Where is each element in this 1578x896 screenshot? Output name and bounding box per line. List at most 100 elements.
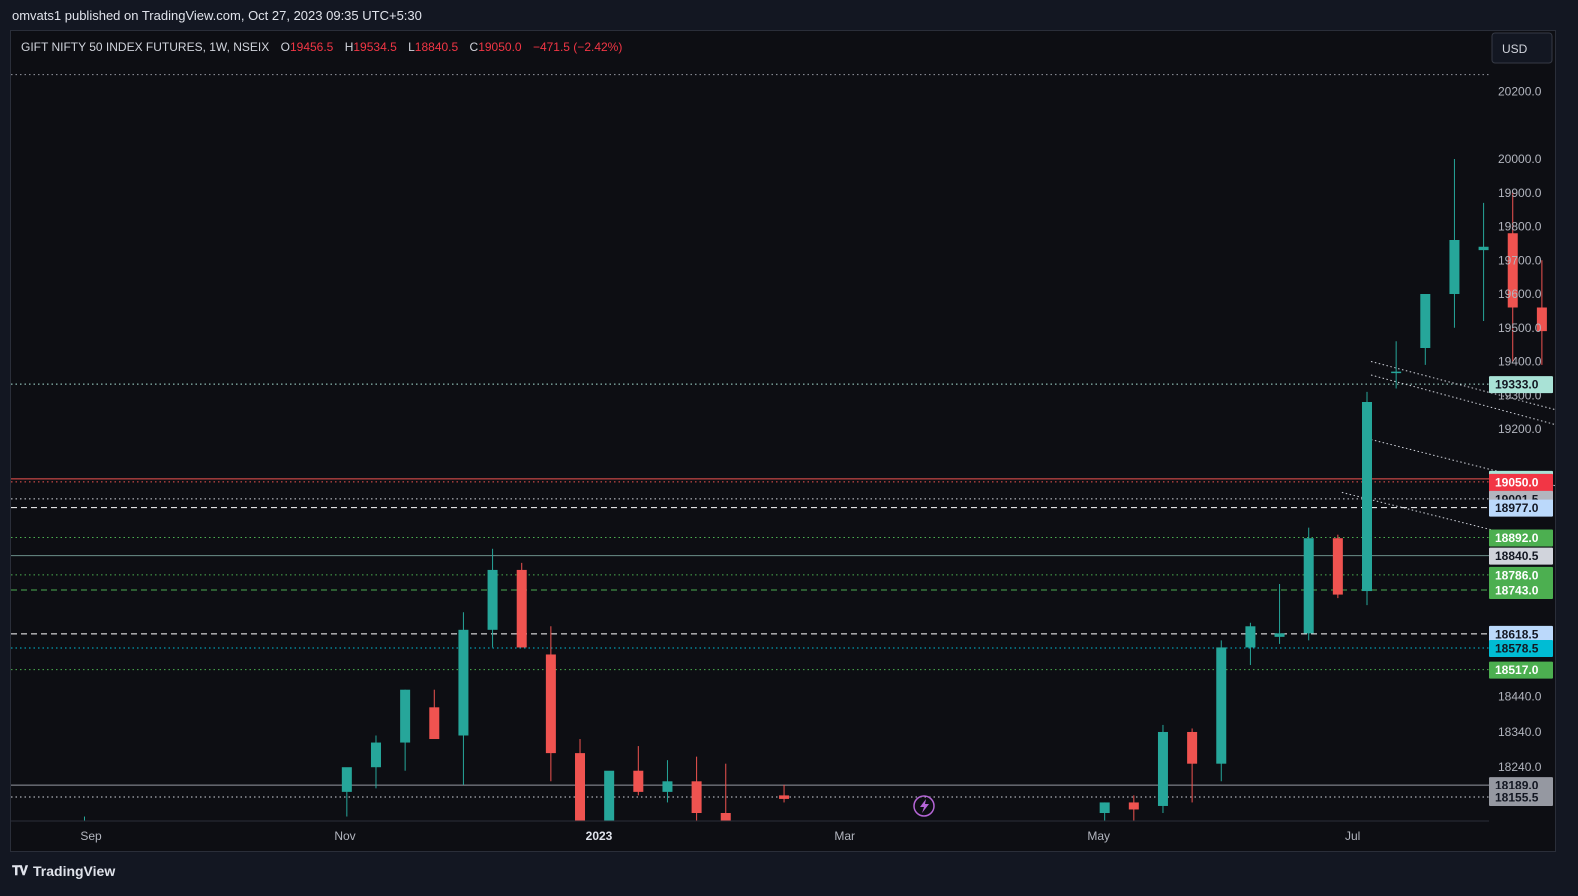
- candle[interactable]: [1478, 202, 1489, 321]
- price-label-text: 18155.5: [1495, 790, 1539, 804]
- price-label: 18892.0: [1489, 529, 1553, 547]
- candle[interactable]: [1420, 294, 1431, 365]
- chart-legend: GIFT NIFTY 50 INDEX FUTURES, 1W, NSEIX O…: [21, 40, 622, 54]
- candle[interactable]: [662, 760, 673, 803]
- price-label-box: [1489, 788, 1553, 806]
- candle[interactable]: [633, 746, 644, 796]
- candle-body: [691, 781, 702, 814]
- candle[interactable]: [1157, 724, 1168, 814]
- trend-lines-layer: [1341, 361, 1578, 552]
- candle-body: [1536, 307, 1547, 332]
- candle[interactable]: [1507, 192, 1518, 362]
- legend-close-label: C: [470, 40, 479, 54]
- candle[interactable]: [1536, 260, 1547, 365]
- y-tick-label: 19900.0: [1498, 186, 1542, 200]
- legend-low-label: L: [408, 40, 415, 54]
- price-label: 18977.0: [1489, 499, 1553, 517]
- candle[interactable]: [720, 763, 731, 821]
- candle-body: [1099, 802, 1110, 814]
- candle[interactable]: [1274, 584, 1285, 644]
- legend-change: −471.5 (−2.42%): [533, 40, 622, 54]
- candle-body: [458, 629, 469, 736]
- candle[interactable]: [1187, 728, 1198, 803]
- candle-body: [720, 813, 731, 821]
- candle[interactable]: [516, 562, 527, 648]
- y-tick-label: 18440.0: [1498, 690, 1542, 704]
- candle-body: [779, 795, 790, 799]
- chart-panel[interactable]: SepNov2023MarMayJulSepNov2024MarMayJul20…: [10, 30, 1578, 852]
- price-label: 18155.5: [1489, 788, 1553, 806]
- price-label-box: [1489, 547, 1553, 565]
- price-label-box: [1489, 639, 1553, 657]
- candle[interactable]: [1216, 640, 1227, 782]
- candle-body: [516, 569, 527, 648]
- candle[interactable]: [545, 626, 556, 782]
- svg-text:GIFT NIFTY 50 INDEX FUTURES, 1: GIFT NIFTY 50 INDEX FUTURES, 1W, NSEIX O…: [21, 40, 622, 54]
- candle[interactable]: [1449, 159, 1460, 328]
- candle[interactable]: [1128, 795, 1139, 821]
- candle[interactable]: [779, 784, 790, 803]
- lightning-glyph: [920, 799, 929, 813]
- tradingview-logo-icon: 𝐓𝐕: [12, 863, 28, 878]
- x-tick-label: Sep: [80, 829, 102, 843]
- candle[interactable]: [487, 548, 498, 648]
- candle-body: [1332, 538, 1343, 595]
- candle-body: [341, 767, 352, 792]
- candle[interactable]: [370, 735, 381, 789]
- candle-body: [1157, 731, 1168, 806]
- y-tick-label: 19800.0: [1498, 220, 1542, 234]
- candle[interactable]: [400, 689, 411, 771]
- tradingview-logo[interactable]: 𝐓𝐕 TradingView: [12, 863, 115, 879]
- candle-body: [1128, 802, 1139, 810]
- candlestick-chart[interactable]: SepNov2023MarMayJulSepNov2024MarMayJul20…: [11, 31, 1578, 851]
- candle[interactable]: [575, 739, 586, 821]
- currency-button[interactable]: USD: [1491, 32, 1553, 64]
- axes-layer: SepNov2023MarMayJulSepNov2024MarMayJul20…: [11, 85, 1555, 851]
- candle-body: [1507, 233, 1518, 308]
- candle-body: [370, 742, 381, 768]
- candle[interactable]: [458, 612, 469, 785]
- horizontal-levels-layer: [11, 74, 1489, 798]
- candles-layer: [79, 159, 1577, 833]
- price-label: 18840.5: [1489, 547, 1553, 565]
- candle-body: [1216, 647, 1227, 764]
- candle[interactable]: [691, 756, 702, 821]
- candle[interactable]: [1303, 527, 1314, 641]
- price-label-box: [1489, 661, 1553, 679]
- candle[interactable]: [1391, 341, 1402, 389]
- lightning-icon[interactable]: [913, 795, 935, 817]
- x-tick-label: Jul: [1345, 829, 1360, 843]
- candle[interactable]: [1245, 622, 1256, 666]
- price-label: 18517.0: [1489, 661, 1553, 679]
- legend-open: 19456.5: [290, 40, 334, 54]
- candle-body: [429, 707, 440, 740]
- candle[interactable]: [1332, 534, 1343, 599]
- price-label: 18786.0: [1489, 566, 1553, 584]
- price-labels-layer: 19333.019058.519050.017:14:2419001.51897…: [1489, 376, 1553, 806]
- y-tick-label: 19200.0: [1498, 422, 1542, 436]
- candle[interactable]: [1099, 802, 1110, 821]
- candle[interactable]: [1362, 391, 1372, 606]
- footer-bar: 𝐓𝐕 TradingView: [0, 852, 1578, 896]
- x-tick-label: Mar: [834, 829, 855, 843]
- candle[interactable]: [341, 767, 352, 817]
- price-label-text: 18743.0: [1495, 584, 1539, 598]
- event-marker[interactable]: [913, 795, 935, 817]
- time-axis-band: [11, 821, 1555, 851]
- y-tick-label: 18240.0: [1498, 760, 1542, 774]
- candle[interactable]: [604, 770, 615, 821]
- x-tick-label: 2023: [586, 829, 613, 843]
- y-tick-label: 19500.0: [1498, 321, 1542, 335]
- price-label-box: [1489, 529, 1553, 547]
- y-tick-label: 19700.0: [1498, 253, 1542, 267]
- logo-text: TradingView: [33, 863, 116, 879]
- candle-body: [575, 753, 586, 821]
- price-label-text: 18892.0: [1495, 531, 1539, 545]
- price-label-box: [1489, 625, 1553, 643]
- price-label-text: 18618.5: [1495, 627, 1539, 641]
- candle-body: [1274, 633, 1285, 637]
- candle-body: [487, 569, 498, 630]
- legend-low: 18840.5: [415, 40, 459, 54]
- candle[interactable]: [429, 689, 440, 740]
- price-label: 18578.5: [1489, 639, 1553, 657]
